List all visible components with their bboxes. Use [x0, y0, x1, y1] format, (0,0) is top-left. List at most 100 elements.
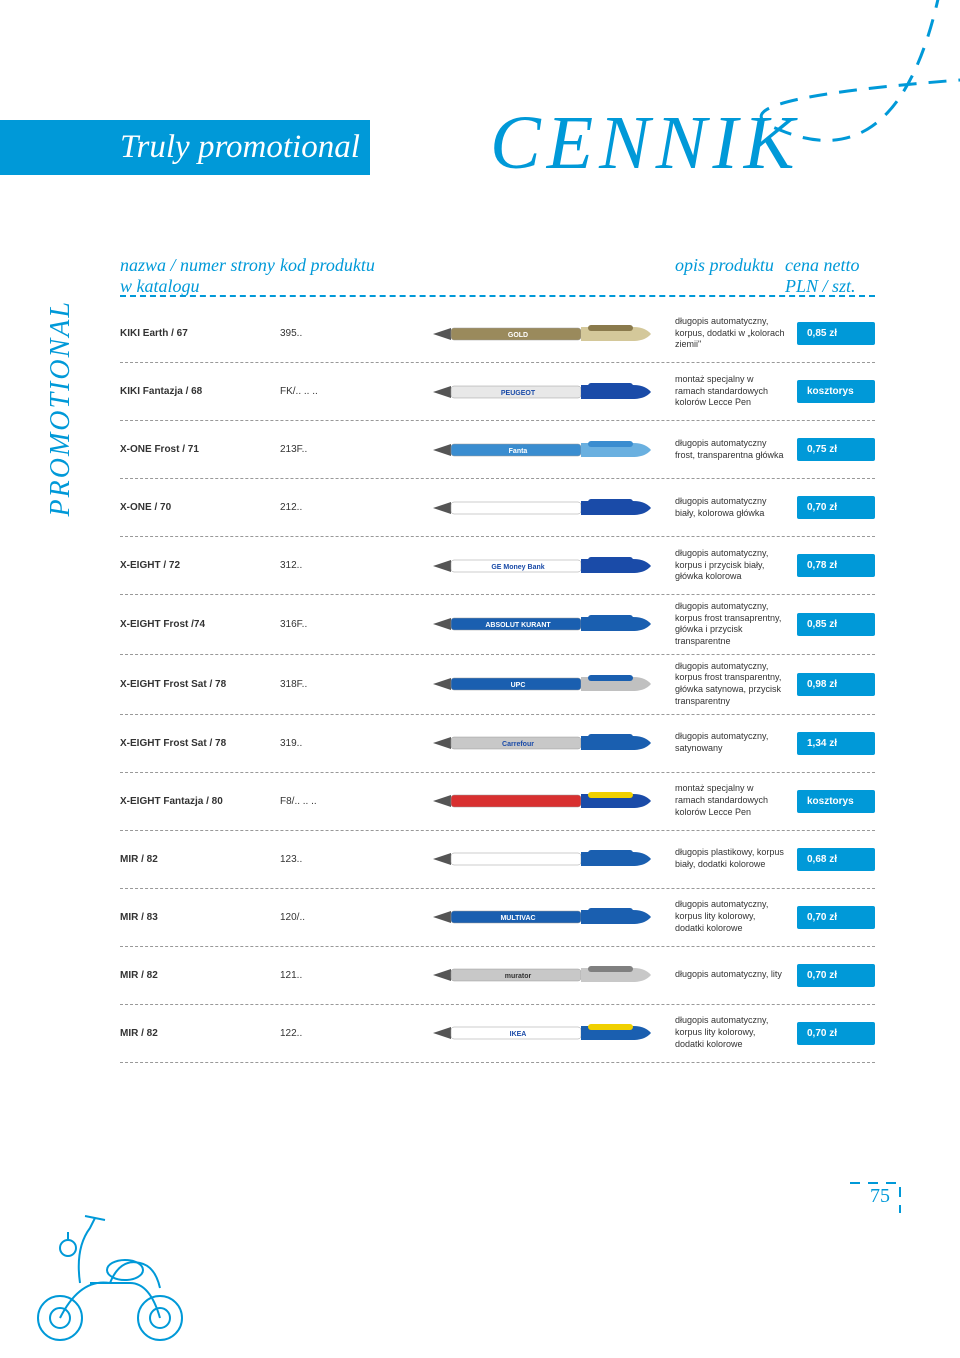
product-image: Carrefour	[410, 732, 675, 754]
product-price-cell: 0,75 zł	[785, 438, 875, 461]
product-description: długopis automatyczny, korpus lity kolor…	[675, 1015, 785, 1050]
product-description: montaż specjalny w ramach standardowych …	[675, 374, 785, 409]
product-name: X-EIGHT Frost Sat / 78	[120, 679, 280, 690]
header-price: cena netto PLN / szt.	[785, 255, 875, 297]
product-description: długopis automatyczny, lity	[675, 969, 785, 981]
header-divider	[120, 295, 875, 297]
table-row: MIR / 82 122.. IKEA długopis automatyczn…	[120, 1005, 875, 1063]
product-price-cell: 0,70 zł	[785, 1022, 875, 1045]
price-badge: kosztorys	[797, 790, 875, 813]
tagline-bar: Truly promotional	[0, 120, 370, 175]
product-price-cell: 0,85 zł	[785, 613, 875, 636]
price-badge: 0,78 zł	[797, 554, 875, 577]
product-price-cell: kosztorys	[785, 380, 875, 403]
table-row: X-ONE / 70 212.. długopis automatyczny b…	[120, 479, 875, 537]
product-code: 395..	[280, 328, 410, 339]
price-badge: 0,98 zł	[797, 673, 875, 696]
scooter-illustration	[20, 1188, 200, 1348]
table-row: MIR / 82 121.. murator długopis automaty…	[120, 947, 875, 1005]
product-name: X-EIGHT Fantazja / 80	[120, 796, 280, 807]
product-price-cell: 0,85 zł	[785, 322, 875, 345]
price-badge: 0,70 zł	[797, 496, 875, 519]
table-row: X-EIGHT Frost Sat / 78 319.. Carrefour d…	[120, 715, 875, 773]
product-price-cell: 0,70 zł	[785, 964, 875, 987]
price-badge: kosztorys	[797, 380, 875, 403]
side-label: PROMOTIONAL	[45, 300, 77, 516]
product-code: 123..	[280, 854, 410, 865]
product-code: 316F..	[280, 619, 410, 630]
product-name: KIKI Fantazja / 68	[120, 386, 280, 397]
product-code: 120/..	[280, 912, 410, 923]
product-price-cell: 0,70 zł	[785, 496, 875, 519]
price-badge: 0,75 zł	[797, 438, 875, 461]
product-price-cell: 0,70 zł	[785, 906, 875, 929]
svg-text:Carrefour: Carrefour	[502, 741, 534, 748]
price-table: KIKI Earth / 67 395.. GOLD długopis auto…	[120, 305, 875, 1063]
product-name: X-ONE Frost / 71	[120, 444, 280, 455]
product-code: 213F..	[280, 444, 410, 455]
product-image: IKEA	[410, 1022, 675, 1044]
svg-text:IKEA: IKEA	[509, 1031, 526, 1038]
product-image	[410, 497, 675, 519]
svg-text:Fanta: Fanta	[508, 448, 527, 455]
product-price-cell: 1,34 zł	[785, 732, 875, 755]
table-row: X-EIGHT / 72 312.. GE Money Bank długopi…	[120, 537, 875, 595]
product-code: 319..	[280, 738, 410, 749]
table-row: X-EIGHT Frost Sat / 78 318F.. UPC długop…	[120, 655, 875, 715]
product-price-cell: 0,68 zł	[785, 848, 875, 871]
svg-text:murator: murator	[504, 973, 531, 980]
table-row: KIKI Fantazja / 68 FK/.. .. .. PEUGEOT m…	[120, 363, 875, 421]
product-description: długopis plastikowy, korpus biały, dodat…	[675, 847, 785, 870]
product-name: X-EIGHT Frost /74	[120, 619, 280, 630]
product-description: długopis automatyczny, korpus lity kolor…	[675, 899, 785, 934]
product-description: długopis automatyczny frost, transparent…	[675, 438, 785, 461]
product-price-cell: 0,98 zł	[785, 673, 875, 696]
svg-text:GE Money Bank: GE Money Bank	[491, 564, 544, 571]
price-badge: 0,70 zł	[797, 906, 875, 929]
product-code: F8/.. .. ..	[280, 796, 410, 807]
product-description: długopis automatyczny, korpus frost tran…	[675, 661, 785, 708]
price-badge: 0,85 zł	[797, 613, 875, 636]
product-description: montaż specjalny w ramach standardowych …	[675, 783, 785, 818]
product-code: 318F..	[280, 679, 410, 690]
table-headers: nazwa / numer strony w katalogu kod prod…	[120, 255, 875, 297]
product-code: FK/.. .. ..	[280, 386, 410, 397]
svg-text:MULTIVAC: MULTIVAC	[500, 915, 535, 922]
header-name: nazwa / numer strony w katalogu	[120, 255, 280, 297]
product-image: ABSOLUT KURANT	[410, 613, 675, 635]
table-row: X-EIGHT Frost /74 316F.. ABSOLUT KURANT …	[120, 595, 875, 655]
product-code: 122..	[280, 1028, 410, 1039]
product-name: X-EIGHT / 72	[120, 560, 280, 571]
price-badge: 1,34 zł	[797, 732, 875, 755]
product-image: murator	[410, 964, 675, 986]
table-row: KIKI Earth / 67 395.. GOLD długopis auto…	[120, 305, 875, 363]
table-row: MIR / 82 123.. DAEWOO długopis plastikow…	[120, 831, 875, 889]
product-name: KIKI Earth / 67	[120, 328, 280, 339]
table-row: MIR / 83 120/.. MULTIVAC długopis automa…	[120, 889, 875, 947]
price-badge: 0,68 zł	[797, 848, 875, 871]
header-desc: opis produktu	[675, 255, 785, 297]
product-description: długopis automatyczny, korpus frost tran…	[675, 601, 785, 648]
product-description: długopis automatyczny biały, kolorowa gł…	[675, 496, 785, 519]
product-name: MIR / 83	[120, 912, 280, 923]
price-badge: 0,70 zł	[797, 1022, 875, 1045]
page-corner-dash	[845, 1178, 905, 1218]
table-row: X-ONE Frost / 71 213F.. Fanta długopis a…	[120, 421, 875, 479]
product-description: długopis automatyczny, korpus i przycisk…	[675, 548, 785, 583]
product-image: DAEWOO	[410, 848, 675, 870]
product-name: MIR / 82	[120, 1028, 280, 1039]
product-image: GE Money Bank	[410, 555, 675, 577]
product-image	[410, 790, 675, 812]
product-name: MIR / 82	[120, 970, 280, 981]
product-image: PEUGEOT	[410, 381, 675, 403]
product-name: X-ONE / 70	[120, 502, 280, 513]
product-description: długopis automatyczny, satynowany	[675, 731, 785, 754]
product-image: MULTIVAC	[410, 906, 675, 928]
svg-text:GOLD: GOLD	[507, 332, 527, 339]
product-name: MIR / 82	[120, 854, 280, 865]
product-name: X-EIGHT Frost Sat / 78	[120, 738, 280, 749]
svg-text:ABSOLUT KURANT: ABSOLUT KURANT	[485, 622, 551, 629]
product-image: Fanta	[410, 439, 675, 461]
product-code: 312..	[280, 560, 410, 571]
price-badge: 0,85 zł	[797, 322, 875, 345]
